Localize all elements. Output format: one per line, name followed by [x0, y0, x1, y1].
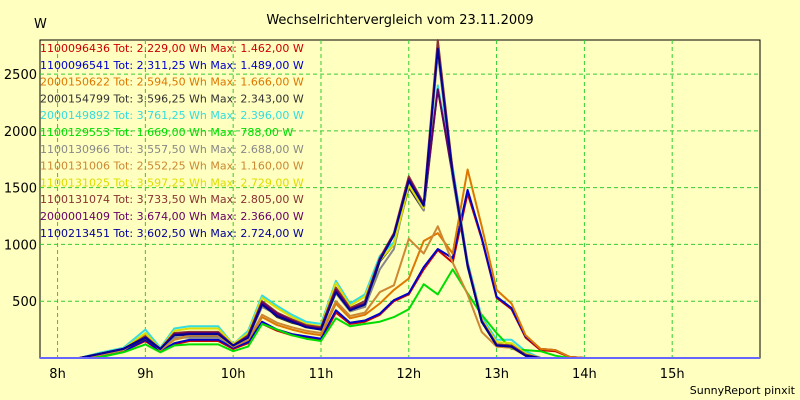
y-tick-label: 2500: [4, 68, 37, 83]
legend-entry: 1100131074 Tot: 3.733,50 Wh Max: 2.805,0…: [40, 193, 304, 206]
legend-entry: 1100213451 Tot: 3.602,50 Wh Max: 2.724,0…: [40, 227, 304, 240]
y-tick-label: 1000: [4, 238, 37, 253]
footer-credit: SunnyReport pinxit: [690, 384, 796, 397]
plot-area: 8h 9h 10h 11h 12h 13h 14h 15h 500 1000 1500 2000 250…: [4, 39, 761, 382]
chart-title: Wechselrichtervergleich vom 23.11.2009: [266, 13, 533, 28]
x-tick-label: 10h: [221, 367, 246, 382]
legend-entry: 2000001409 Tot: 3.674,00 Wh Max: 2.366,0…: [40, 210, 304, 223]
legend-entry: 2000154799 Tot: 3.596,25 Wh Max: 2.343,0…: [40, 92, 304, 105]
legend-entry: 2000150622 Tot: 2.594,50 Wh Max: 1.666,0…: [40, 76, 304, 89]
legend-entry: 1100096541 Tot: 2.311,25 Wh Max: 1.489,0…: [40, 59, 304, 72]
legend-entry: 1100096436 Tot: 2.229,00 Wh Max: 1.462,0…: [40, 42, 304, 55]
x-tick-label: 12h: [396, 367, 421, 382]
legend-entry: 1100131025 Tot: 3.597,25 Wh Max: 2.729,0…: [40, 176, 304, 189]
x-tick-label: 14h: [572, 367, 597, 382]
x-tick-label: 15h: [660, 367, 685, 382]
legend-entry: 2000149892 Tot: 3.761,25 Wh Max: 2.396,0…: [40, 109, 304, 122]
x-tick-label: 13h: [484, 367, 509, 382]
x-tick-label: 9h: [137, 367, 154, 382]
y-tick-label: 500: [12, 295, 37, 310]
plot-frame: [39, 39, 761, 359]
legend-entry: 1100131006 Tot: 2.552,25 Wh Max: 1.160,0…: [40, 160, 304, 173]
y-axis-unit-label: W: [34, 17, 47, 32]
y-tick-label: 1500: [4, 182, 37, 197]
legend-entry: 1100129553 Tot: 1.669,00 Wh Max: 788,00 …: [40, 126, 293, 139]
x-tick-label: 8h: [49, 367, 66, 382]
x-tick-label: 11h: [309, 367, 334, 382]
y-tick-label: 2000: [4, 125, 37, 140]
legend-entry: 1100130966 Tot: 3.557,50 Wh Max: 2.688,0…: [40, 143, 304, 156]
